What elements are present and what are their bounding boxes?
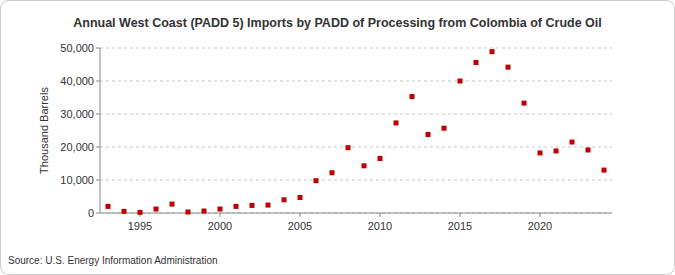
grid-line: [100, 180, 612, 181]
point: [458, 79, 463, 84]
point: [106, 204, 111, 209]
point: [506, 65, 511, 70]
x-tick: [300, 213, 301, 217]
point: [314, 178, 319, 183]
point: [394, 120, 399, 125]
point: [586, 147, 591, 152]
x-tick-label: 2015: [448, 220, 472, 232]
title: Annual West Coast (PADD 5) Imports by PA…: [73, 16, 602, 30]
y-tick: [96, 48, 100, 49]
point: [330, 170, 335, 175]
point: [282, 197, 287, 202]
point: [426, 132, 431, 137]
point: [186, 210, 191, 215]
point: [602, 168, 607, 173]
point: [570, 140, 575, 145]
x-tick-label: 1995: [128, 220, 152, 232]
chart: Annual West Coast (PADD 5) Imports by PA…: [0, 0, 675, 275]
frame: [1, 1, 675, 275]
points: [106, 49, 607, 215]
x-tick-label: 2005: [288, 220, 312, 232]
point: [218, 207, 223, 212]
point: [490, 49, 495, 54]
y-tick: [96, 213, 100, 214]
point: [234, 204, 239, 209]
x-tick-label: 2000: [208, 220, 232, 232]
point: [538, 150, 543, 155]
point: [266, 203, 271, 208]
point: [378, 156, 383, 161]
point: [154, 207, 159, 212]
y-tick-label: 0: [88, 207, 94, 219]
point: [346, 145, 351, 150]
y-tick: [96, 81, 100, 82]
grid-line: [100, 213, 612, 214]
point: [410, 94, 415, 99]
point: [170, 202, 175, 207]
x-tick: [220, 213, 221, 217]
grid-line: [100, 81, 612, 82]
y-axis-label: Thousand Barrels: [38, 87, 50, 174]
y-tick: [96, 114, 100, 115]
x-tick-label: 2010: [368, 220, 392, 232]
y-tick-label: 50,000: [60, 42, 94, 54]
x-tick-label: 2020: [528, 220, 552, 232]
x-axis: [100, 213, 612, 214]
y-tick-label: 30,000: [60, 108, 94, 120]
y-tick: [96, 147, 100, 148]
y-tick-label: 20,000: [60, 141, 94, 153]
x-tick: [380, 213, 381, 217]
point: [474, 60, 479, 65]
source: Source: U.S. Energy Information Administ…: [8, 255, 218, 266]
x-tick: [460, 213, 461, 217]
grid-line: [100, 147, 612, 148]
x-tick: [540, 213, 541, 217]
point: [442, 126, 447, 131]
point: [554, 148, 559, 153]
point: [250, 203, 255, 208]
point: [202, 209, 207, 214]
y-axis: [100, 48, 101, 213]
point: [522, 101, 527, 106]
point: [298, 195, 303, 200]
y-tick-label: 10,000: [60, 174, 94, 186]
y-tick: [96, 180, 100, 181]
point: [138, 210, 143, 215]
grid-line: [100, 48, 612, 49]
point: [122, 209, 127, 214]
y-tick-label: 40,000: [60, 75, 94, 87]
grid-line: [100, 114, 612, 115]
point: [362, 163, 367, 168]
